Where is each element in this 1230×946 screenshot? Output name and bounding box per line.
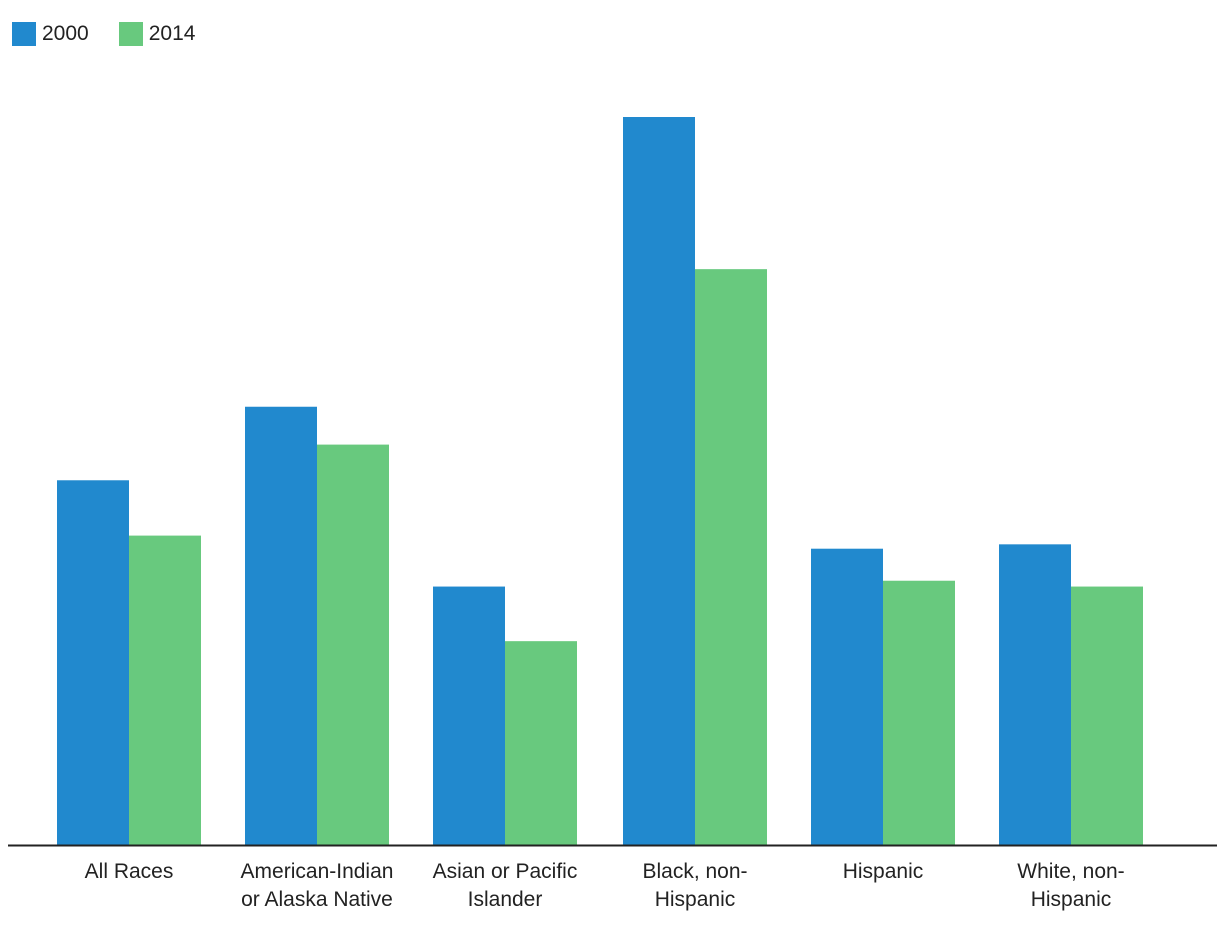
bar-2000-1	[245, 406, 317, 845]
bar-2014-2	[505, 641, 577, 845]
legend-swatch-2000	[12, 22, 36, 46]
category-label-5: White, non- Hispanic	[1017, 860, 1124, 911]
legend-item-2014: 2014	[118, 22, 196, 46]
legend-label-2000: 2000	[42, 22, 89, 45]
category-label-0: All Races	[85, 860, 174, 883]
legend-label-2014: 2014	[148, 22, 196, 45]
category-label-line: Hispanic	[843, 860, 924, 883]
bar-2000-4	[811, 548, 883, 845]
category-label-line: Hispanic	[655, 888, 736, 911]
bar-2000-3	[623, 117, 695, 845]
category-label-line: Asian or Pacific	[433, 860, 578, 883]
bar-2000-5	[999, 544, 1071, 845]
category-label-3: Black, non- Hispanic	[642, 860, 747, 911]
category-label-line: White, non-	[1017, 860, 1124, 883]
category-label-line: All Races	[85, 860, 174, 883]
legend-item-2000: 2000	[12, 22, 89, 46]
category-label-line: American-Indian	[241, 860, 394, 883]
category-label-1: American-Indian or Alaska Native	[241, 860, 394, 911]
category-label-line: Hispanic	[1031, 888, 1112, 911]
category-label-line: Islander	[468, 888, 543, 911]
bar-2014-3	[695, 269, 767, 846]
category-label-4: Hispanic	[843, 860, 924, 883]
category-label-line: or Alaska Native	[241, 888, 393, 911]
bar-2000-0	[57, 480, 129, 845]
bar-2000-2	[433, 586, 505, 845]
legend-swatch-2014	[118, 22, 143, 46]
bar-2014-0	[129, 535, 201, 845]
bars-layer	[57, 117, 1143, 846]
legend: 2000 2014	[12, 22, 225, 46]
bar-2014-4	[883, 580, 955, 845]
category-label-line: Black, non-	[642, 860, 747, 883]
category-label-2: Asian or Pacific Islander	[433, 860, 578, 911]
bar-2014-5	[1071, 586, 1143, 845]
bar-2014-1	[317, 444, 389, 845]
